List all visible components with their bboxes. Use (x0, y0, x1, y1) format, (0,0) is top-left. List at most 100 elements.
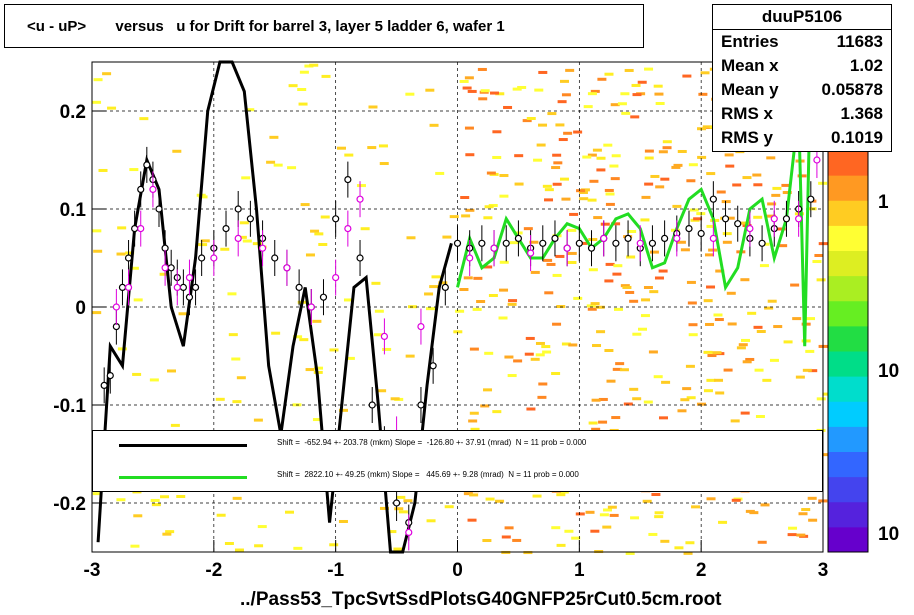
heatmap-cell (767, 202, 777, 206)
heatmap-cell (116, 498, 126, 502)
heatmap-cell (237, 235, 247, 239)
heatmap-cell (798, 512, 808, 516)
profile-point (137, 185, 145, 193)
heatmap-cell (424, 292, 434, 296)
heatmap-cell (468, 419, 478, 423)
colorbar-segment (828, 175, 868, 201)
heatmap-cell (492, 130, 502, 134)
heatmap-cell (802, 368, 812, 372)
heatmap-cell (732, 183, 742, 187)
heatmap-cell (604, 349, 614, 353)
heatmap-cell (626, 255, 636, 259)
heatmap-cell (198, 195, 208, 199)
heatmap-cell (390, 397, 400, 401)
heatmap-cell (469, 347, 479, 351)
heatmap-cell (760, 503, 770, 507)
heatmap-cell (377, 389, 387, 393)
heatmap-cell (232, 496, 242, 500)
profile-point (490, 244, 498, 252)
profile-point (563, 244, 571, 252)
heatmap-cell (677, 409, 687, 413)
stats-row-rms-y: RMS y 0.1019 (713, 126, 891, 150)
profile-point (100, 381, 108, 389)
heatmap-cell (593, 216, 603, 220)
heatmap-cell (762, 378, 772, 382)
profile-point (734, 220, 742, 228)
heatmap-cell (102, 72, 112, 76)
heatmap-cell (405, 92, 415, 96)
heatmap-cell (766, 214, 776, 218)
heatmap-cell (533, 158, 543, 162)
heatmap-cell (552, 322, 562, 326)
heatmap-cell (299, 70, 309, 74)
heatmap-cell (755, 414, 765, 418)
colorbar-segment (828, 476, 868, 503)
heatmap-cell (588, 268, 598, 272)
heatmap-cell (587, 307, 597, 311)
heatmap-cell (583, 105, 593, 109)
heatmap-cell (703, 350, 713, 354)
legend-entry-black: Shift = -652.94 +- 203.78 (mkm) Slope = … (93, 435, 822, 455)
profile-point (429, 362, 437, 370)
heatmap-cell (234, 548, 244, 552)
heatmap-cell (224, 541, 234, 545)
heatmap-cell (485, 497, 495, 501)
heatmap-cell (689, 208, 699, 212)
heatmap-cell (98, 168, 108, 172)
heatmap-cell (378, 144, 388, 148)
heatmap-cell (757, 540, 767, 544)
heatmap-cell (609, 164, 619, 168)
heatmap-cell (738, 343, 748, 347)
heatmap-cell (555, 254, 565, 258)
heatmap-cell (745, 357, 755, 361)
heatmap-cell (742, 176, 752, 180)
heatmap-cell (807, 496, 817, 500)
heatmap-cell (625, 551, 635, 555)
heatmap-cell (542, 184, 552, 188)
heatmap-cell (569, 212, 579, 216)
heatmap-cell (305, 253, 315, 257)
heatmap-cell (706, 172, 716, 176)
heatmap-cell (700, 71, 710, 75)
heatmap-cell (314, 232, 324, 236)
heatmap-cell (544, 291, 554, 295)
heatmap-cell (559, 490, 569, 494)
y-tick-label: 0.2 (60, 102, 86, 123)
colorbar-label: 1 (878, 192, 889, 213)
heatmap-cell (544, 198, 554, 202)
heatmap-cell (133, 514, 143, 518)
heatmap-cell (455, 309, 465, 313)
heatmap-cell (525, 336, 535, 340)
heatmap-cell (523, 551, 533, 555)
profile-point (356, 254, 364, 262)
heatmap-cell (551, 526, 561, 530)
heatmap-cell (129, 266, 139, 270)
stats-row-mean-y: Mean y 0.05878 (713, 78, 891, 102)
heatmap-cell (469, 411, 479, 415)
heatmap-cell (680, 248, 690, 252)
axes-layer: -3 -2 -1 0 1 2 3 -0.2 -0.1 0 0.1 0.2 (53, 102, 828, 581)
heatmap-cell (514, 182, 524, 186)
heatmap-cell (792, 317, 802, 321)
heatmap-cell (640, 218, 650, 222)
heatmap-cell (526, 407, 536, 411)
stats-value: 11683 (836, 32, 883, 51)
heatmap-cell (567, 251, 577, 255)
heatmap-cell (596, 330, 606, 334)
heatmap-cell (611, 416, 621, 420)
heatmap-cell (343, 298, 353, 302)
profile-point (807, 195, 815, 203)
profile-point (106, 372, 114, 380)
heatmap-cell (653, 375, 663, 379)
heatmap-cell (603, 143, 613, 147)
heatmap-cell (587, 92, 597, 96)
heatmap-cell (329, 348, 339, 352)
heatmap-cell (603, 508, 613, 512)
heatmap-cell (484, 205, 494, 209)
heatmap-cell (759, 264, 769, 268)
heatmap-cell (271, 331, 281, 335)
heatmap-cell (629, 387, 639, 391)
heatmap-cell (464, 126, 474, 130)
heatmap-cell (794, 212, 804, 216)
heatmap-cell (727, 322, 737, 326)
